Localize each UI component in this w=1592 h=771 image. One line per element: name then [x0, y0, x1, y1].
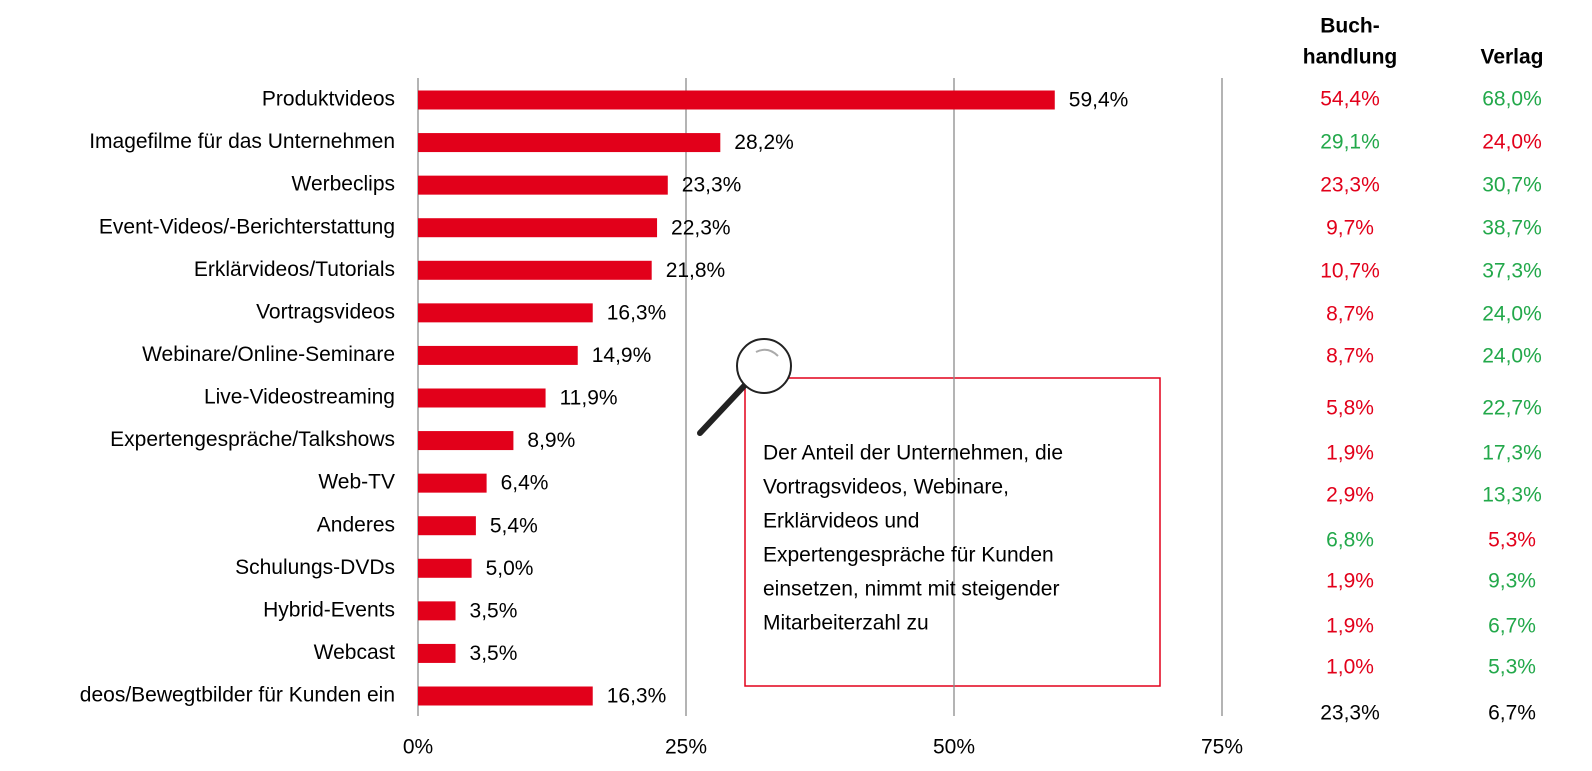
table-value: 5,3%: [1488, 529, 1536, 552]
category-label: Erklärvideos/Tutorials: [194, 258, 395, 281]
table-value: 54,4%: [1320, 88, 1380, 111]
x-tick-label: 50%: [933, 736, 975, 759]
category-label: Produktvideos: [262, 88, 395, 111]
table-value: 22,7%: [1482, 397, 1542, 420]
table-value: 5,8%: [1326, 397, 1374, 420]
table-value: 37,3%: [1482, 260, 1542, 283]
value-label: 8,9%: [527, 429, 575, 452]
column-header: handlung: [1303, 46, 1397, 69]
table-value: 17,3%: [1482, 442, 1542, 465]
x-tick-label: 25%: [665, 736, 707, 759]
column-header: Verlag: [1480, 46, 1543, 69]
bar: [418, 345, 578, 365]
category-label: Event-Videos/-Berichterstattung: [99, 215, 395, 238]
value-label: 16,3%: [607, 685, 667, 708]
bar: [418, 388, 546, 408]
value-label: 6,4%: [501, 472, 549, 495]
table-value: 29,1%: [1320, 131, 1380, 154]
annotation-text: Vortragsvideos, Webinare,: [763, 476, 1009, 499]
value-label: 21,8%: [666, 259, 726, 282]
category-label: Web-TV: [318, 471, 395, 494]
table-value: 23,3%: [1320, 702, 1380, 725]
category-label: Imagefilme für das Unternehmen: [89, 130, 395, 153]
table-value: 6,8%: [1326, 529, 1374, 552]
bar: [418, 260, 652, 280]
category-label: Hybrid-Events: [263, 598, 395, 621]
bar: [418, 473, 487, 493]
value-label: 3,5%: [470, 599, 518, 622]
table-value: 30,7%: [1482, 174, 1542, 197]
bar: [418, 303, 593, 323]
category-label: Schulungs-DVDs: [235, 556, 395, 579]
table-value: 13,3%: [1482, 484, 1542, 507]
category-label: Expertengespräche/Talkshows: [110, 428, 395, 451]
table-value: 9,7%: [1326, 217, 1374, 240]
table-value: 68,0%: [1482, 88, 1542, 111]
bar: [418, 516, 476, 536]
bar: [418, 218, 658, 238]
category-label: Webinare/Online-Seminare: [142, 343, 395, 366]
table-value: 8,7%: [1326, 345, 1374, 368]
magnifier-icon: [697, 338, 792, 436]
category-label: Webcast: [314, 641, 395, 664]
annotation-text: Expertengespräche für Kunden: [763, 544, 1054, 567]
bar: [418, 175, 668, 195]
table-value: 24,0%: [1482, 345, 1542, 368]
bar: [418, 558, 472, 578]
bar: [418, 431, 514, 451]
table-value: 23,3%: [1320, 174, 1380, 197]
value-label: 16,3%: [607, 301, 667, 324]
table-value: 6,7%: [1488, 615, 1536, 638]
annotation-box: [744, 377, 1161, 687]
bar: [418, 686, 593, 706]
value-label: 5,0%: [486, 557, 534, 580]
annotation-text: Der Anteil der Unternehmen, die: [763, 442, 1063, 465]
table-value: 9,3%: [1488, 570, 1536, 593]
category-label: Live-Videostreaming: [204, 386, 395, 409]
value-label: 3,5%: [470, 642, 518, 665]
category-label: deos/Bewegtbilder für Kunden ein: [80, 684, 395, 707]
annotation-text: Erklärvideos und: [763, 510, 919, 533]
value-label: 59,4%: [1069, 89, 1129, 112]
bar: [418, 601, 456, 621]
bar: [418, 133, 721, 153]
category-label: Vortragsvideos: [256, 300, 395, 323]
table-value: 2,9%: [1326, 484, 1374, 507]
table-value: 1,9%: [1326, 615, 1374, 638]
table-value: 8,7%: [1326, 303, 1374, 326]
table-value: 24,0%: [1482, 303, 1542, 326]
table-value: 24,0%: [1482, 131, 1542, 154]
column-header: Buch-: [1320, 15, 1380, 38]
table-value: 6,7%: [1488, 702, 1536, 725]
category-label: Anderes: [317, 513, 395, 536]
value-label: 22,3%: [671, 216, 731, 239]
value-label: 14,9%: [592, 344, 652, 367]
bar: [418, 643, 456, 663]
bar: [418, 90, 1055, 110]
table-value: 1,9%: [1326, 442, 1374, 465]
table-value: 5,3%: [1488, 656, 1536, 679]
table-value: 1,0%: [1326, 656, 1374, 679]
annotation-text: einsetzen, nimmt mit steigender: [763, 578, 1059, 601]
x-tick-label: 0%: [403, 736, 433, 759]
value-label: 28,2%: [734, 131, 794, 154]
table-value: 1,9%: [1326, 570, 1374, 593]
table-value: 38,7%: [1482, 217, 1542, 240]
value-label: 5,4%: [490, 514, 538, 537]
x-tick-label: 75%: [1201, 736, 1243, 759]
annotation-text: Mitarbeiterzahl zu: [763, 612, 929, 635]
category-label: Werbeclips: [292, 173, 395, 196]
value-label: 11,9%: [560, 387, 618, 410]
value-label: 23,3%: [682, 174, 742, 197]
table-value: 10,7%: [1320, 260, 1380, 283]
